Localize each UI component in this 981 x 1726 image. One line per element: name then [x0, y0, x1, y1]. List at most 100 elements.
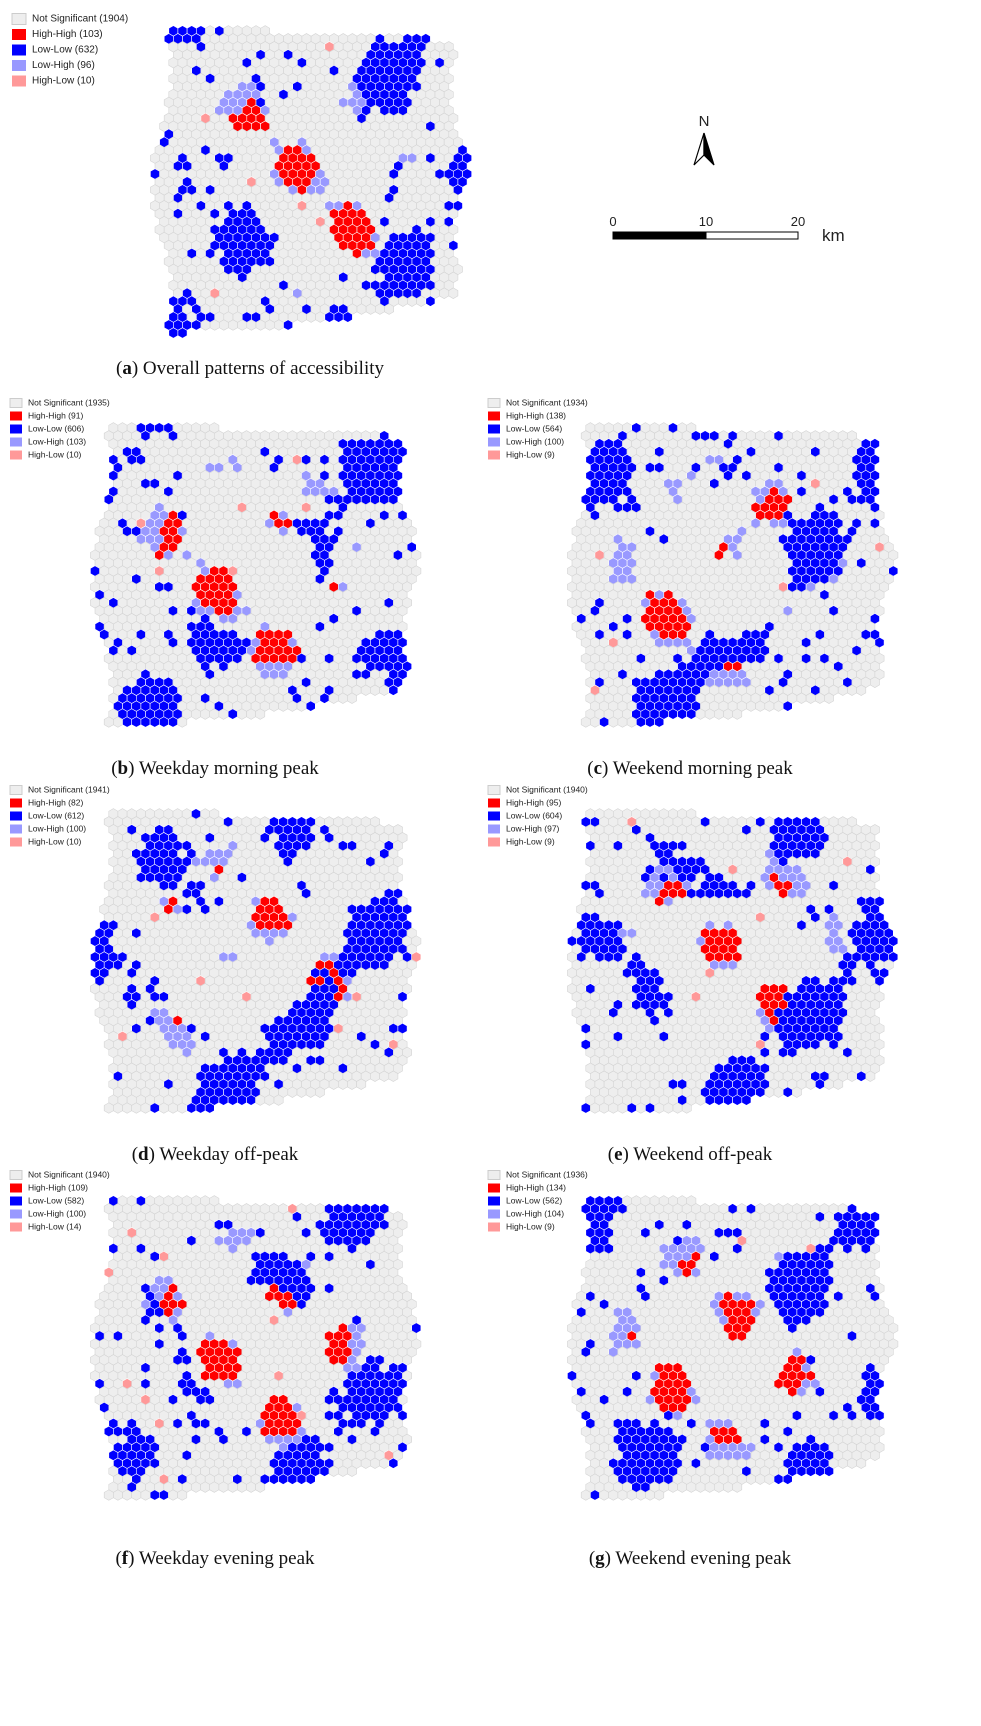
hex-cell: [210, 320, 219, 331]
hex-cell: [857, 685, 866, 696]
hex-cell: [201, 320, 210, 331]
hex-cell: [269, 701, 278, 712]
caption: (b) Weekday morning peak: [111, 758, 319, 779]
hex-cell: [210, 709, 219, 720]
hex-cell: [297, 701, 306, 712]
hex-cell: [284, 320, 293, 331]
hex-cell: [347, 1079, 356, 1090]
hex-cell: [247, 320, 256, 331]
hex-cell: [806, 693, 815, 704]
hex-cell: [104, 1103, 113, 1114]
hex-cell: [178, 328, 187, 339]
legend-label: Low-Low (604): [506, 810, 562, 820]
legend-label: Not Significant (1941): [28, 784, 110, 794]
legend-swatch: [12, 29, 26, 40]
legend-swatch: [488, 412, 500, 421]
hex-cell: [307, 312, 316, 323]
hex-cell: [113, 1103, 122, 1114]
hex-cell: [870, 677, 879, 688]
hex-cell: [132, 717, 141, 728]
hex-cell: [150, 1103, 159, 1114]
hex-cell: [288, 701, 297, 712]
arrow-left: [694, 133, 704, 165]
hex-cell: [178, 1103, 187, 1114]
legend-label: High-Low (10): [32, 76, 95, 87]
hex-cell: [783, 701, 792, 712]
legend-swatch: [10, 451, 22, 460]
caption-part: d: [138, 1144, 149, 1165]
legend-label: High-Low (9): [506, 836, 555, 846]
hex-cell: [306, 701, 315, 712]
caption-part: ) Weekday off-peak: [149, 1144, 299, 1165]
caption-part: ) Weekend morning peak: [602, 758, 793, 779]
scale-bar: 0 10 20 km: [609, 214, 844, 245]
hex-cell: [279, 701, 288, 712]
hex-cell: [316, 312, 325, 323]
hex-cell: [338, 1079, 347, 1090]
legend-swatch: [10, 412, 22, 421]
hex-cell: [228, 320, 237, 331]
legend-swatch: [10, 825, 22, 834]
legend-label: Low-Low (612): [28, 810, 84, 820]
hex-cell: [219, 1095, 228, 1106]
hex-cell: [329, 1079, 338, 1090]
hex-cell: [141, 1103, 150, 1114]
legend-swatch: [488, 825, 500, 834]
scale-unit: km: [822, 226, 845, 245]
hex-cell: [449, 288, 458, 299]
hex-cell: [357, 304, 366, 315]
hex-map: [90, 423, 421, 728]
hex-cell: [733, 709, 742, 720]
legend-swatch: [12, 60, 26, 71]
hex-cell: [389, 1071, 398, 1082]
hex-cell: [334, 312, 343, 323]
hex-cell: [370, 685, 379, 696]
hex-cell: [191, 709, 200, 720]
hex-map: [150, 26, 471, 339]
hex-cell: [338, 693, 347, 704]
hex-cell: [132, 1103, 141, 1114]
hex-cell: [724, 709, 733, 720]
hex-cell: [123, 1103, 132, 1114]
hex-cell: [609, 717, 618, 728]
hex-cell: [297, 1087, 306, 1098]
caption: (e) Weekend off-peak: [608, 1144, 773, 1165]
hex-map: [567, 423, 898, 728]
legend-label: Low-Low (632): [32, 45, 98, 56]
legend-swatch: [10, 786, 22, 795]
caption: (a) Overall patterns of accessibility: [116, 358, 385, 379]
scale-black: [613, 232, 706, 239]
legend-swatch: [10, 812, 22, 821]
legend-label: High-Low (10): [28, 449, 82, 459]
hex-cell: [104, 717, 113, 728]
hex-cell: [329, 693, 338, 704]
legend-swatch: [488, 438, 500, 447]
hex-map: [90, 809, 421, 1114]
legend-swatch: [488, 812, 500, 821]
hex-cell: [824, 693, 833, 704]
hex-cell: [168, 717, 177, 728]
scale-tick: 0: [609, 214, 616, 229]
hex-cell: [247, 1095, 256, 1106]
hex-cell: [797, 693, 806, 704]
scale-white: [706, 232, 798, 239]
legend-label: Low-High (103): [28, 436, 86, 446]
legend-swatch: [10, 799, 22, 808]
hex-cell: [714, 709, 723, 720]
hex-cell: [696, 709, 705, 720]
hex-cell: [247, 709, 256, 720]
hex-cell: [159, 1103, 168, 1114]
hex-cell: [389, 685, 398, 696]
caption-part: b: [118, 758, 129, 779]
hex-cell: [123, 717, 132, 728]
hex-cell: [256, 320, 265, 331]
hex-cell: [705, 709, 714, 720]
hex-cell: [618, 717, 627, 728]
legend-label: Not Significant (1940): [506, 784, 588, 794]
panel: Not Significant (1941)High-High (82)Low-…: [10, 784, 421, 1165]
hex-cell: [370, 1071, 379, 1082]
legend-swatch: [10, 838, 22, 847]
legend-label: Not Significant (1904): [32, 14, 128, 25]
hex-cell: [192, 320, 201, 331]
figure: N 0 10 20 km Not Significant (1904)High-…: [0, 0, 981, 1726]
